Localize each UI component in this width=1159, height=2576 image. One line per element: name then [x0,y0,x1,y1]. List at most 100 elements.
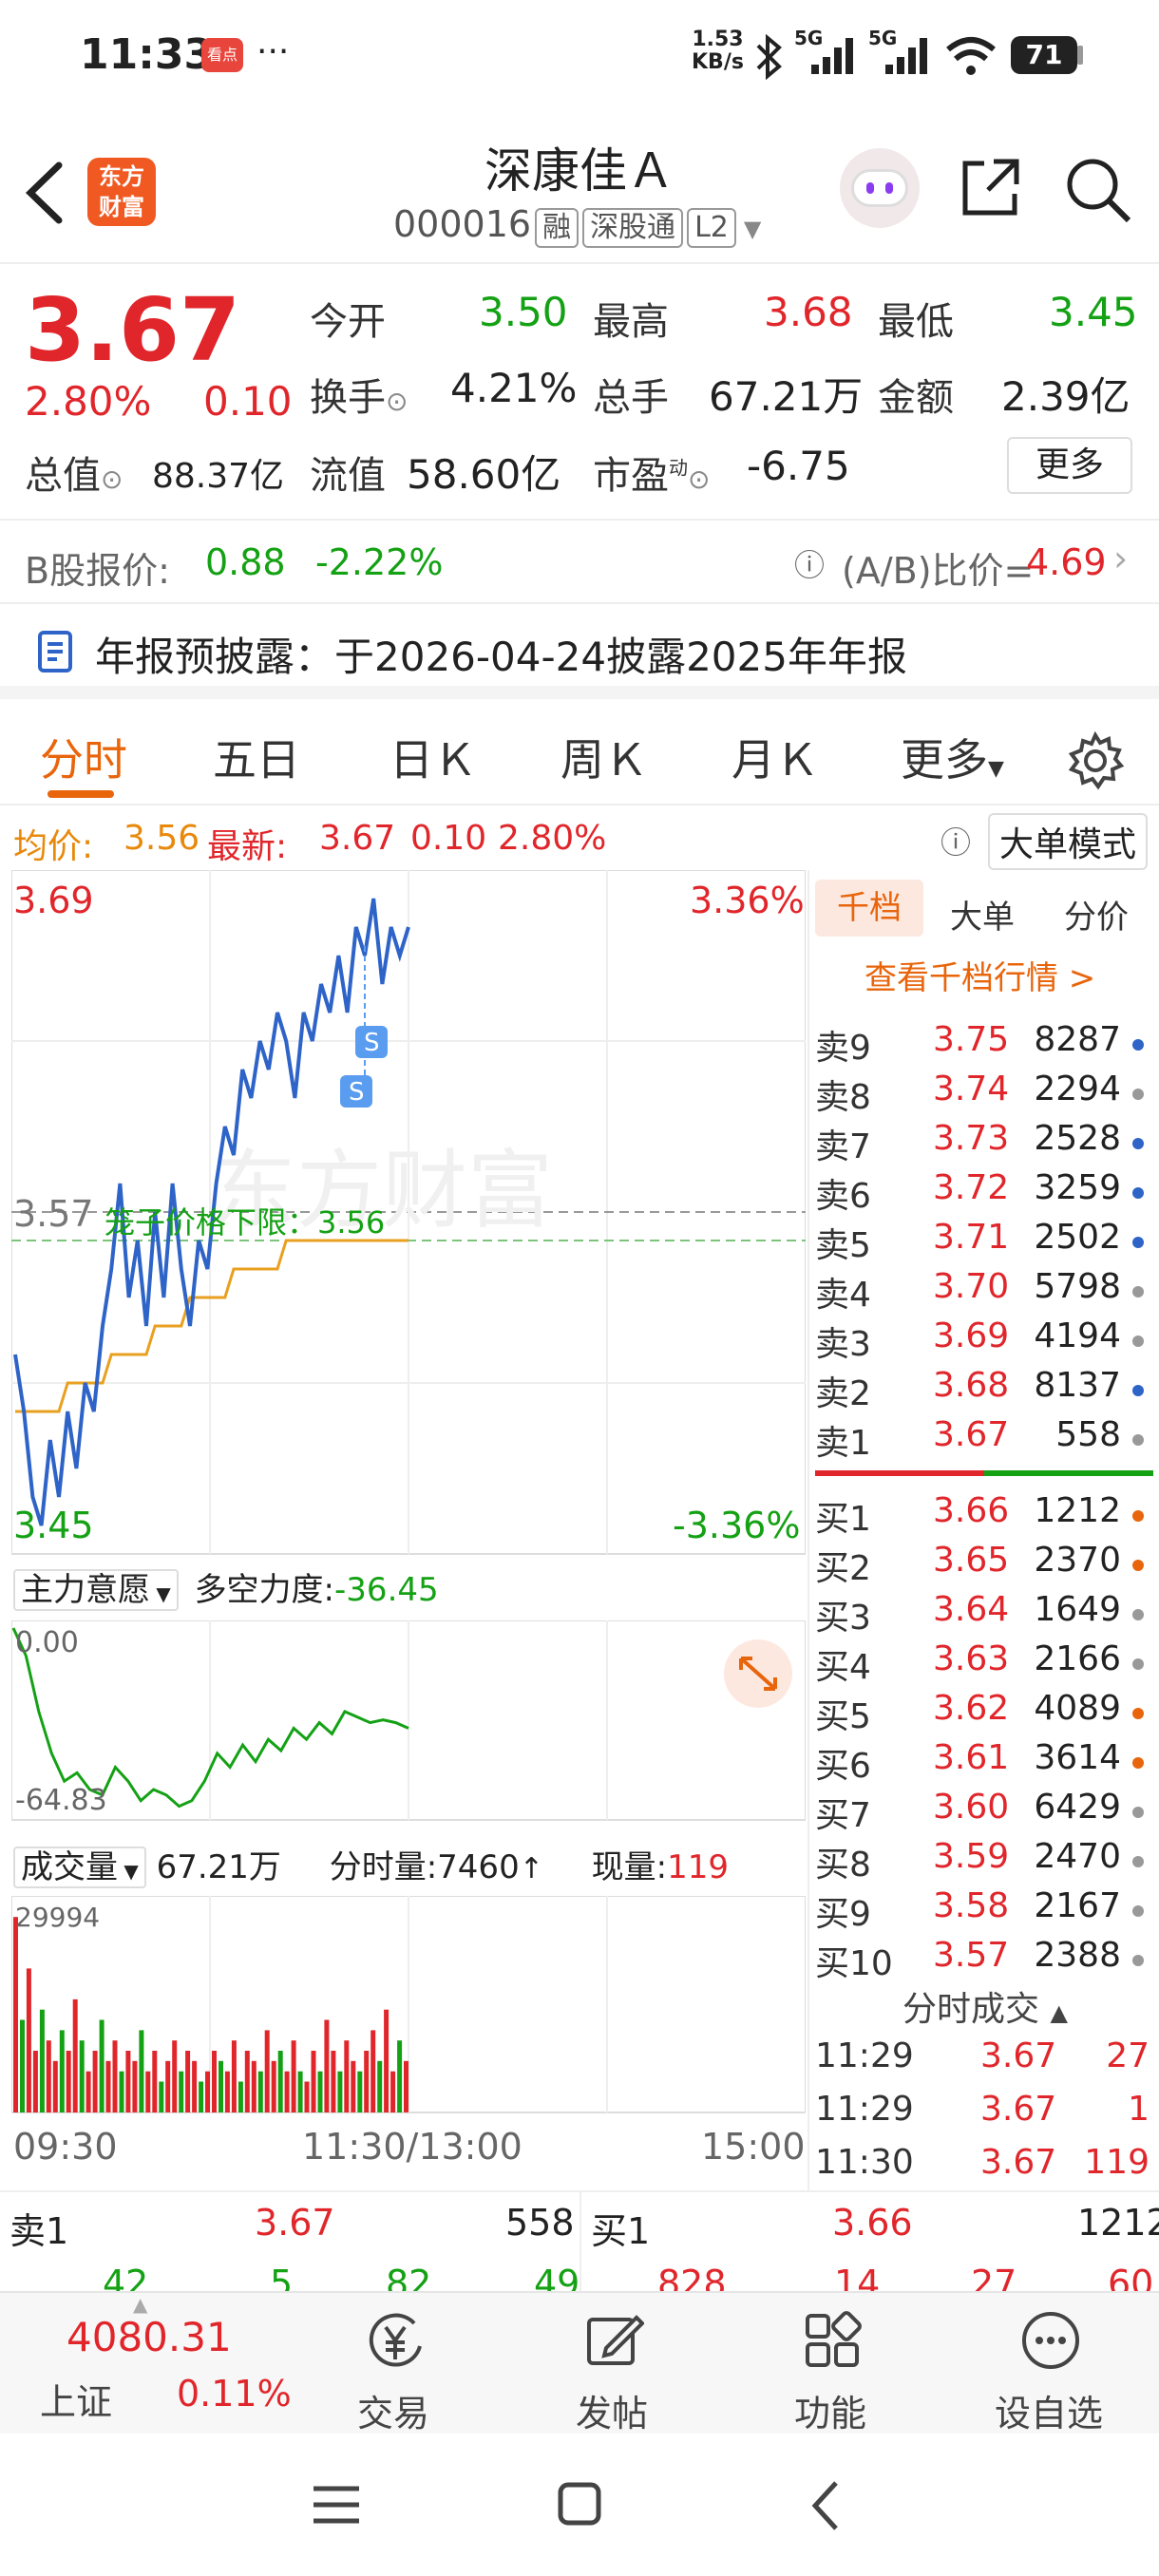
asks-row[interactable]: 卖8 3.74 2294 [809,1064,1155,1117]
tag-connect: 深股通 [582,208,684,248]
volume-bar [105,2060,111,2112]
assistant-robot-icon[interactable] [840,148,920,228]
edit-post-icon [587,2315,644,2365]
bids-row[interactable]: 买6 3.61 3614 [809,1733,1155,1786]
x-label-close: 15:00 [701,2126,806,2168]
pe-value: -6.75 [747,443,850,489]
asks-row[interactable]: 卖2 3.68 8137 [809,1360,1155,1413]
status-bar: 11:33 看点 ··· 1.53 KB/s 5G 5G 71 [0,0,1159,112]
volume-bar [212,2051,217,2112]
tab-big-orders[interactable]: 大单 [950,899,1015,937]
asks-row[interactable]: 卖9 3.75 8287 [809,1014,1155,1068]
share-icon[interactable] [956,154,1024,222]
volume-bar [244,2051,250,2112]
bids-row[interactable]: 买4 3.63 2166 [809,1634,1155,1687]
order-dot [1132,1510,1144,1522]
back-chevron-icon[interactable] [21,160,68,226]
asks-row[interactable]: 卖7 3.73 2528 [809,1113,1155,1166]
bshare-row[interactable]: B股报价: 0.88 -2.22% ⓘ (A/B)比价= 4.69 › [0,521,1159,604]
indicator-chart[interactable] [11,1620,806,1822]
asks-row[interactable]: 卖5 3.71 2502 [809,1212,1155,1265]
asks-row[interactable]: 卖3 3.69 4194 [809,1311,1155,1364]
volume-bar [370,2030,376,2112]
nav-trade[interactable]: 交易 [289,2293,498,2435]
volume-bar [384,2009,390,2112]
nav-functions[interactable]: 功能 [726,2293,935,2435]
home-square-icon[interactable] [555,2477,604,2530]
stock-name: 深康佳Ａ [484,143,674,199]
asks-row[interactable]: 卖1 3.67 558 [809,1410,1155,1463]
menu-icon[interactable] [310,2481,363,2529]
price-chart[interactable]: 东方财富 S S [11,870,806,1556]
help-icon: ⓘ [940,824,972,861]
volume-bar [344,2040,350,2112]
search-icon[interactable] [1062,154,1134,226]
bids-row[interactable]: 买1 3.66 1212 [809,1486,1155,1539]
notice-bar[interactable]: 年报预披露：于2026-04-24披露2025年年报 [0,604,1159,699]
back-icon[interactable] [806,2477,844,2534]
volume-bar [397,2040,403,2112]
volume-bar [205,2071,210,2112]
stock-code-line[interactable]: 000016 融深股通 L2 ▼ [393,203,761,248]
volume-bar [26,1968,31,2112]
more-button[interactable]: 更多 [1007,437,1132,494]
tab-more[interactable]: 更多▼ [901,734,1004,786]
bids-row[interactable]: 买5 3.62 4089 [809,1683,1155,1736]
volume-bar [165,2060,171,2112]
trade-row: 11:29 3.67 27 [815,2036,1150,2075]
last-price: 3.67 [25,279,240,381]
tab-monthly[interactable]: 月Ｋ [732,734,819,786]
bids-row[interactable]: 买8 3.59 2470 [809,1831,1155,1885]
volume-bar [331,2051,336,2112]
open-value: 3.50 [479,289,568,335]
tab-weekly[interactable]: 周Ｋ [560,734,648,786]
mcap-label[interactable]: 总值⊙ [25,454,124,498]
indicator-selector[interactable]: 主力意愿 ▼ [13,1569,179,1611]
trade-yen-icon [369,2313,422,2367]
volume-selector[interactable]: 成交量 ▼ [13,1847,146,1888]
volume-bar [52,2060,58,2112]
bids-row[interactable]: 买3 3.64 1649 [809,1584,1155,1638]
current-volume: 119 [667,1848,730,1886]
more-dots-icon [1022,2312,1079,2369]
bottom-quote-strip: 卖1 3.67 558 买1 3.66 1212 42 5 82 49 828 … [0,2190,1159,2291]
volume-bar [304,2081,310,2112]
asks-row[interactable]: 卖6 3.72 3259 [809,1163,1155,1216]
turnover-label[interactable]: 换手⊙ [310,376,408,420]
tab-intraday[interactable]: 分时 [40,734,127,786]
pe-label[interactable]: 市盈动⊙ [593,454,711,498]
volume-bar [112,2040,118,2112]
bottom-bid-price: 3.66 [832,2202,913,2244]
tab-price-distribution[interactable]: 分价 [1064,899,1129,937]
nav-add-watchlist[interactable]: 设自选 [944,2293,1153,2435]
tab-thousand-levels[interactable]: 千档 [815,880,923,937]
trades-title[interactable]: 分时成交 ▲ [902,1990,1068,2029]
volume-bar [337,2071,343,2112]
expand-up-icon[interactable]: ▲ [133,2293,148,2316]
bids-row[interactable]: 买10 3.57 2388 [809,1930,1155,1983]
volume-bar [39,2009,45,2112]
tab-daily[interactable]: 日Ｋ [390,734,477,786]
volume-chart[interactable] [11,1896,806,2114]
settings-gear-icon[interactable] [1066,731,1125,790]
asks-row[interactable]: 卖4 3.70 5798 [809,1261,1155,1315]
sell-marker-s1: S [355,1026,388,1058]
index-value[interactable]: 4080.31 [66,2314,232,2360]
bids-row[interactable]: 买7 3.60 6429 [809,1782,1155,1835]
app-logo[interactable]: 东方 财富 [87,158,156,226]
volume-bar [86,2071,91,2112]
bids-row[interactable]: 买9 3.58 2167 [809,1881,1155,1934]
bids-row[interactable]: 买2 3.65 2370 [809,1535,1155,1588]
volume-bars [13,1917,408,2112]
view-levels-link[interactable]: 查看千档行情 > [864,959,1096,997]
document-icon [38,631,72,672]
mcap-value: 88.37亿 [152,457,285,496]
order-dot [1132,1434,1144,1446]
nav-post[interactable]: 发帖 [507,2293,716,2435]
expand-icon [739,1657,777,1691]
sell-marker-s2: S [340,1075,372,1108]
tab-five-day[interactable]: 五日 [213,734,300,786]
big-order-mode-button[interactable]: 大单模式 [988,813,1149,870]
ind-y-top: 0.00 [15,1626,79,1659]
active-tab-indicator [48,790,114,798]
